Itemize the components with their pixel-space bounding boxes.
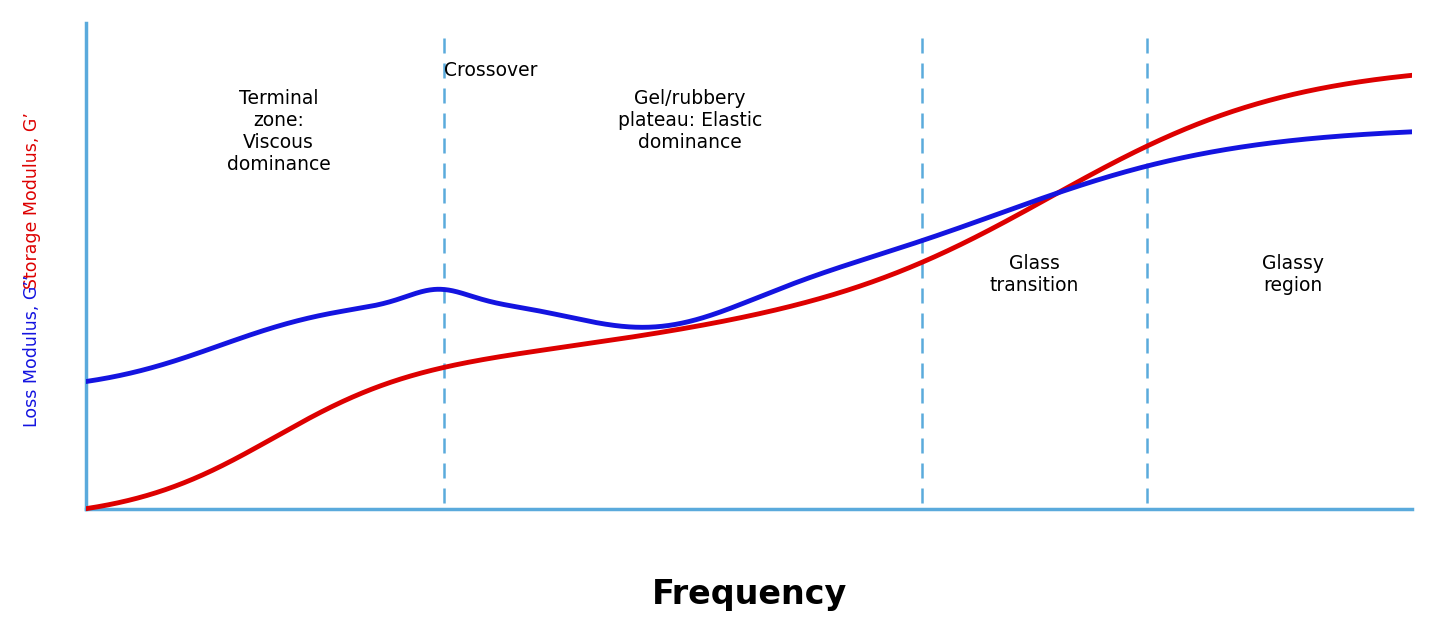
Text: Storage Modulus, G’: Storage Modulus, G’ [23,112,40,289]
Text: Gel/rubbery
plateau: Elastic
dominance: Gel/rubbery plateau: Elastic dominance [618,90,762,152]
Text: Glass
transition: Glass transition [990,254,1079,295]
Text: Frequency: Frequency [651,578,847,610]
Text: Crossover: Crossover [444,61,537,80]
Text: Terminal
zone:
Viscous
dominance: Terminal zone: Viscous dominance [226,90,330,175]
Text: Glassy
region: Glassy region [1262,254,1324,295]
Text: Loss Modulus, G’’: Loss Modulus, G’’ [23,274,40,427]
